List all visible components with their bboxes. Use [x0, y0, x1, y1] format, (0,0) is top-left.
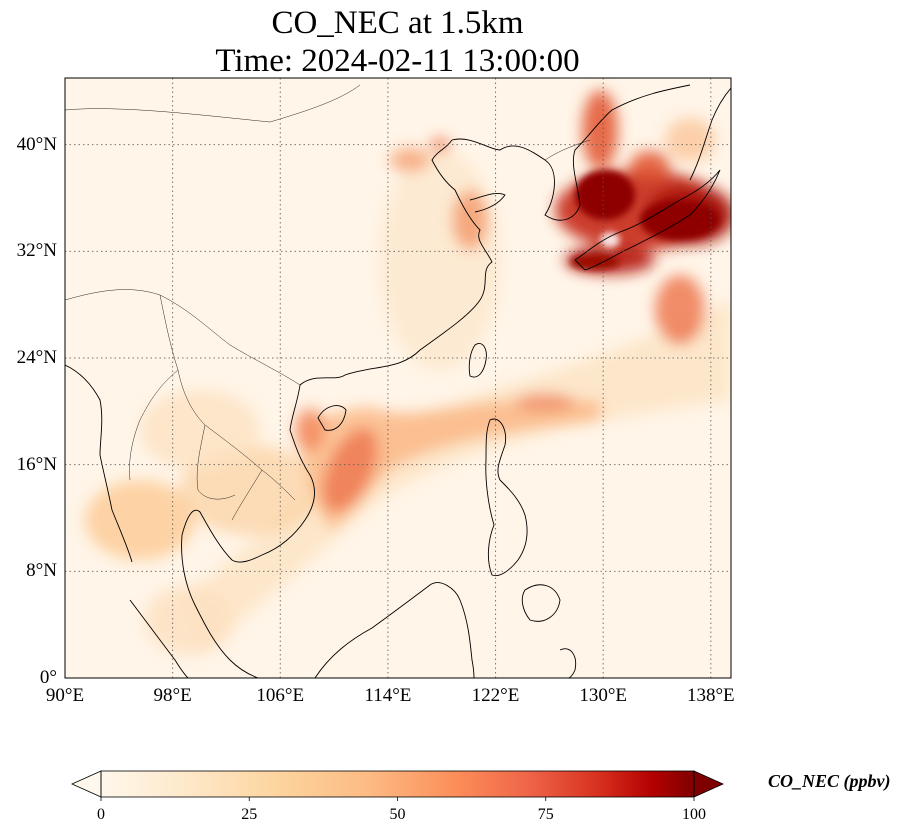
colorbar-extend-max: [693, 770, 724, 798]
map-time: Time: 2024-02-11 13:00:00: [215, 43, 580, 79]
lat-label: 40°N: [16, 133, 57, 155]
lat-label: 32°N: [16, 240, 57, 262]
lon-label: 98°E: [153, 685, 192, 706]
lon-label: 138°E: [686, 685, 735, 706]
colorbar-tick-label: 75: [537, 806, 554, 823]
colorbar-tick-label: 50: [389, 806, 406, 823]
lon-label: 130°E: [579, 685, 628, 706]
country-borders: [65, 84, 591, 521]
gridlines: [65, 78, 731, 678]
lat-label: 0°: [39, 667, 57, 688]
lat-label: 24°N: [16, 347, 57, 368]
colorbar-ticks: [100, 797, 695, 801]
colorbar-tick-label: 25: [241, 806, 258, 823]
colorbar-tick-label: 0: [97, 806, 105, 823]
colorbar-gradient: [101, 771, 694, 797]
lon-label: 122°E: [471, 685, 520, 706]
coastlines: [65, 84, 731, 678]
map-frame: [64, 77, 732, 679]
map-title: CO_NEC at 1.5km: [271, 5, 524, 41]
lat-label: 16°N: [16, 453, 57, 475]
lat-label: 8°N: [26, 560, 57, 582]
concentration-field: [65, 78, 731, 678]
lon-label: 114°E: [364, 685, 412, 706]
colorbar-label: CO_NEC (ppbv): [768, 771, 891, 791]
lon-label: 106°E: [256, 685, 305, 706]
colorbar: [71, 770, 724, 801]
lon-label: 90°E: [45, 685, 85, 706]
colorbar-tick-label: 100: [682, 806, 706, 823]
colorbar-extend-min: [71, 770, 102, 798]
